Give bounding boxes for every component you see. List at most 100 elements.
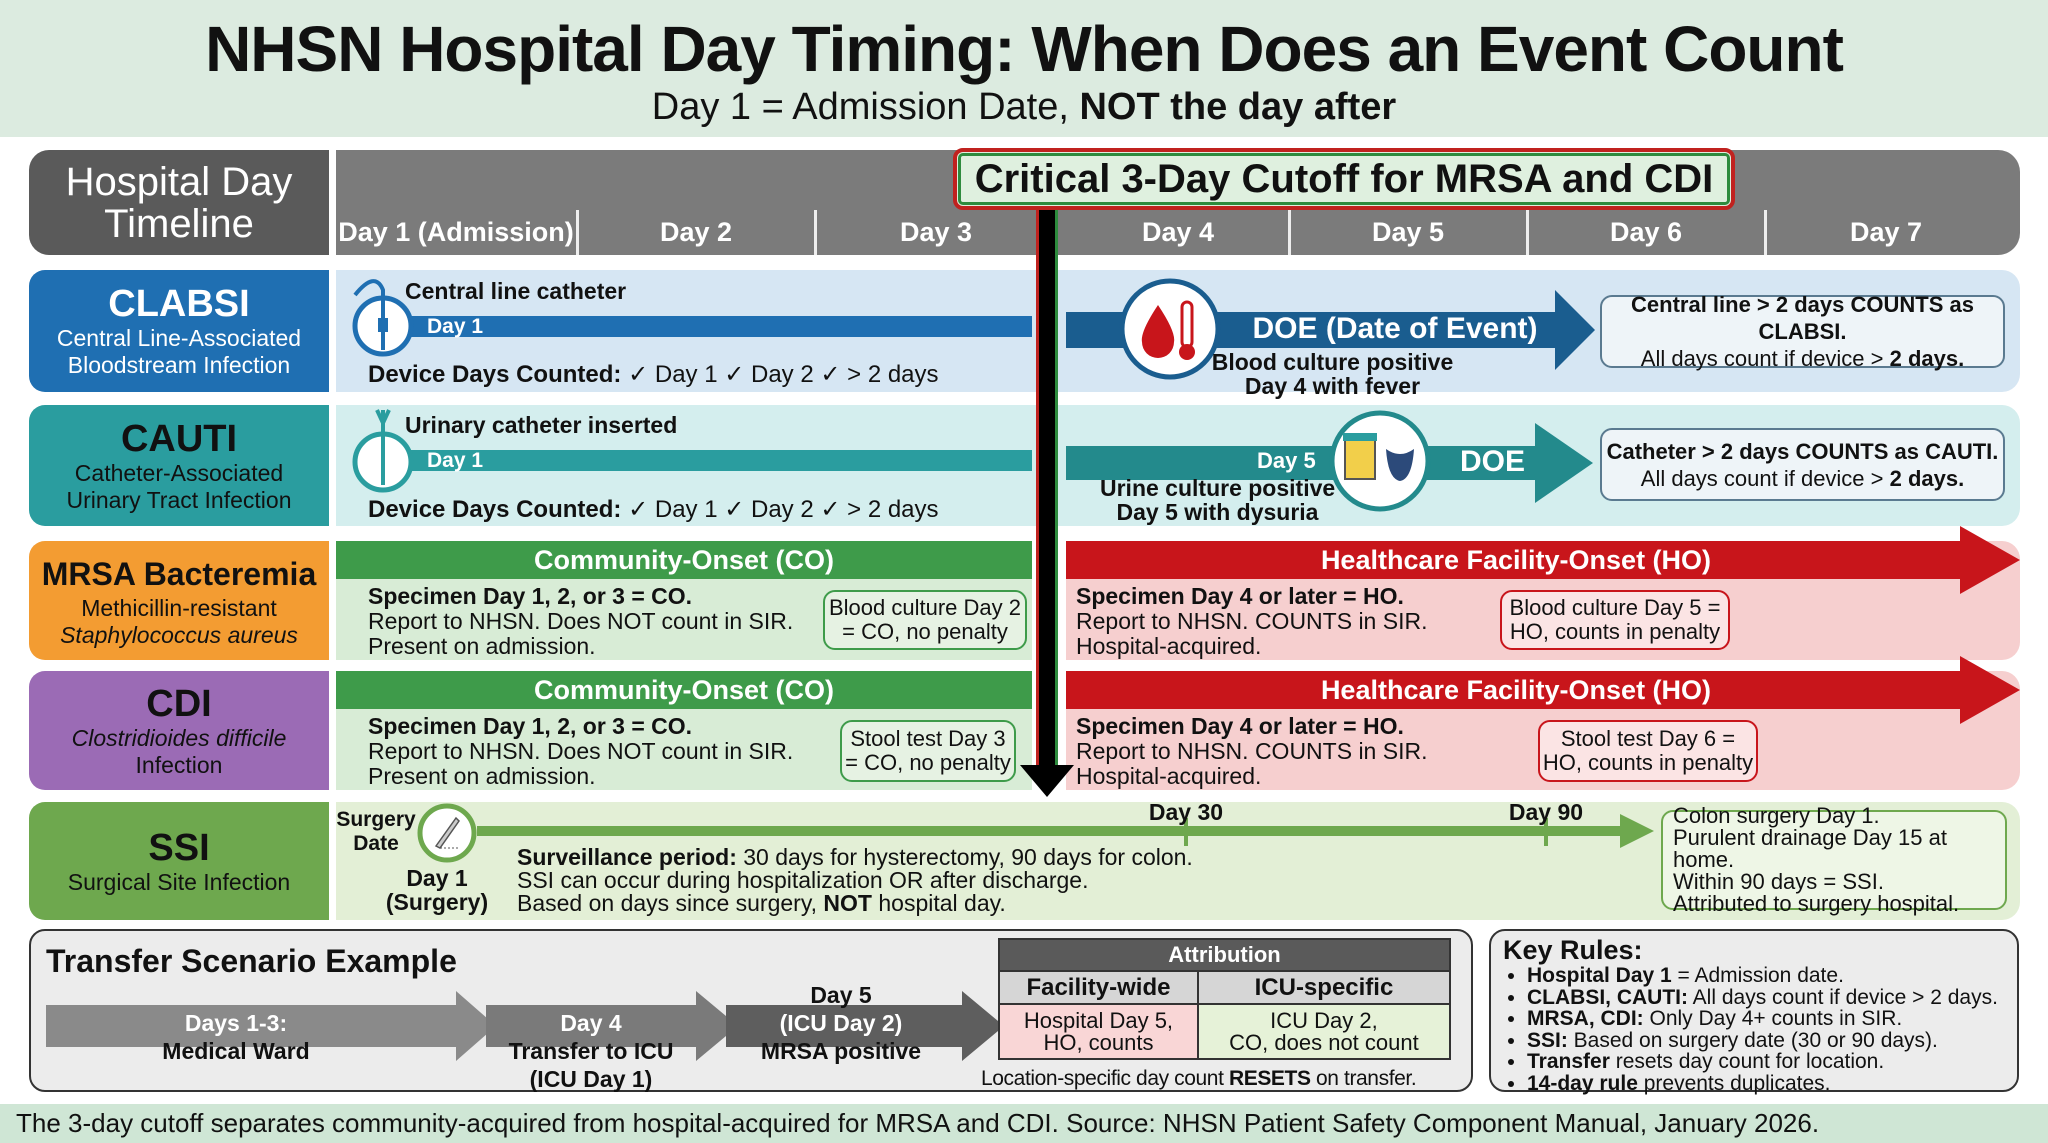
cauti-start-day: Day 1 (427, 449, 484, 472)
step-bottom: Medical Ward (162, 1038, 310, 1064)
day-column-3: Day 3 (899, 217, 973, 247)
text-line: Within 90 days = SSI. (1673, 869, 1884, 894)
mrsa-ho-example: Blood culture Day 5 = HO, counts in penal… (1500, 590, 1730, 650)
cdi-ho-example: Stool test Day 6 = HO, counts in penalty (1538, 720, 1758, 782)
text-line: Colon surgery Day 1. (1673, 803, 1880, 828)
cdi-label: CDI Clostridioides difficile Infection (29, 671, 329, 790)
mrsa-ho-arrowhead (1960, 526, 2020, 594)
step-bottom: (ICU Day 1) (529, 1066, 653, 1092)
rule-text: All days count if device > 2 days. (1688, 985, 1998, 1009)
scalpel-icon (417, 803, 477, 863)
ssi-surgery-date: Surgery Date (334, 808, 418, 856)
key-rule: CLABSI, CAUTI: All days count if device … (1527, 985, 1998, 1009)
text-line: Specimen Day 1, 2, or 3 = CO. (368, 713, 693, 739)
key-rule: SSI: Based on surgery date (30 or 90 day… (1527, 1029, 1998, 1052)
day-divider (1764, 210, 1767, 255)
rule-text: Only Day 4+ counts in SIR. (1643, 1007, 1903, 1030)
text-line: = CO, no penalty (842, 619, 1008, 644)
text-line: Blood culture Day 5 = (1509, 595, 1721, 620)
clabsi-start-day: Day 1 (427, 315, 484, 338)
subtitle-text: Day 1 = Admission Date, (651, 86, 1080, 128)
rule-plain: All days count if device > (1640, 465, 1890, 491)
table-cell-facility: Hospital Day 5, HO, counts (998, 1003, 1199, 1060)
text-line: CO, does not count (1229, 1029, 1419, 1055)
cutoff-arrowhead (1020, 765, 1074, 797)
rule-bold: Central line > 2 days COUNTS as CLABSI. (1631, 292, 1974, 344)
cdi-name: CDI (146, 682, 212, 725)
surveillance-label: Surveillance period: (517, 844, 737, 870)
text-line: = CO, no penalty (845, 750, 1011, 775)
device-days-value: ✓ Day 1 ✓ Day 2 ✓ > 2 days (628, 496, 939, 523)
rule-text: All days count if device > 2 days. (1602, 465, 2003, 492)
clabsi-device-days: Device Days Counted: ✓ Day 1 ✓ Day 2 ✓ >… (368, 362, 939, 387)
cauti-name: CAUTI (120, 417, 238, 460)
step-above: Day 5 (810, 982, 872, 1008)
text-line: Blood culture Day 2 (829, 595, 1021, 620)
cauti-doe-bar (1066, 446, 1536, 480)
mrsa-organism: Staphylococcus aureus (60, 621, 298, 648)
ssi-surveillance-line (477, 826, 1622, 836)
ssi-day90-label: Day 90 (1508, 799, 1584, 825)
cauti-label: CAUTI Catheter-Associated Urinary Tract … (29, 405, 329, 526)
key-rule: MRSA, CDI: Only Day 4+ counts in SIR. (1527, 1008, 1998, 1030)
transfer-arrow-2 (486, 991, 738, 1061)
transfer-step-1: Days 1-3: Medical Ward (86, 1009, 386, 1065)
rule-term: MRSA, CDI: (1527, 1007, 1644, 1030)
event-line: Day 5 with dysuria (1116, 499, 1319, 525)
cauti-device-label: Urinary catheter inserted (405, 412, 678, 438)
day-column-6: Day 6 (1609, 217, 1683, 247)
text-part: hospital day. (871, 890, 1006, 916)
rule-bold: Catheter > 2 days COUNTS as CAUTI. (1606, 438, 1999, 464)
transfer-title: Transfer Scenario Example (46, 943, 457, 979)
cauti-device-days: Device Days Counted: ✓ Day 1 ✓ Day 2 ✓ >… (368, 497, 939, 522)
footer-note: The 3-day cutoff separates community-acq… (0, 1104, 2048, 1143)
cauti-event: Urine culture positive Day 5 with dysuria (1100, 476, 1335, 524)
rule-term: CLABSI, CAUTI: (1527, 985, 1688, 1009)
mrsa-name: MRSA Bacteremia (41, 555, 317, 592)
day-column-5: Day 5 (1371, 217, 1445, 247)
clabsi-event: Blood culture positive Day 4 with fever (1200, 350, 1465, 398)
rule-term: 14-day rule (1527, 1071, 1638, 1095)
text-line: Report to NHSN. COUNTS in SIR. (1076, 608, 1428, 634)
critical-cutoff-label: Critical 3-Day Cutoff for MRSA and CDI (953, 148, 1735, 210)
text-line: (Surgery) (385, 889, 489, 915)
mrsa-ho-text: Specimen Day 4 or later = HO. Report to N… (1076, 584, 1427, 659)
key-rule: Hospital Day 1 = Admission date. (1527, 965, 1998, 987)
transfer-caption: Location-specific day count RESETS on tr… (981, 1067, 1417, 1091)
step-bottom: MRSA positive (760, 1038, 922, 1064)
title-band (0, 0, 2048, 137)
day-divider (576, 210, 579, 255)
text-line: Hospital Day 5, (1023, 1007, 1174, 1033)
day-column-7: Day 7 (1849, 217, 1923, 247)
cauti-device-bar (385, 450, 1032, 471)
blood-drop-thermometer-icon (1119, 278, 1221, 380)
transfer-step-2: Day 4 Transfer to ICU (ICU Day 1) (481, 1009, 701, 1093)
text-line: Report to NHSN. COUNTS in SIR. (1076, 738, 1428, 764)
text-line: Purulent drainage Day 15 at home. (1673, 825, 1947, 872)
cdi-co-text: Specimen Day 1, 2, or 3 = CO. Report to N… (368, 714, 793, 789)
transfer-arrow-1 (46, 991, 496, 1061)
rule-text: All days count if device > 2 days. (1602, 345, 2003, 372)
text-line: Report to NHSN. Does NOT count in SIR. (368, 738, 794, 764)
urinary-catheter-icon (352, 409, 414, 493)
cauti-event-day: Day 5 (1257, 448, 1316, 473)
text-line: Surgery (336, 808, 416, 831)
text-line: Present on admission. (368, 763, 596, 789)
clabsi-label: CLABSI Central Line-Associated Bloodstre… (29, 270, 329, 392)
text-line: Based on days since surgery, NOT hospita… (517, 892, 1193, 915)
step-bottom: Transfer to ICU (508, 1038, 674, 1064)
text-line: HO, counts (1043, 1029, 1154, 1055)
text-line: Specimen Day 1, 2, or 3 = CO. (368, 583, 693, 609)
cdi-co-example: Stool test Day 3 = CO, no penalty (840, 720, 1016, 782)
text-line: Day 1 (406, 865, 468, 891)
page-subtitle: Day 1 = Admission Date, NOT the day afte… (0, 86, 2048, 129)
day-divider (1288, 210, 1291, 255)
ssi-label: SSI Surgical Site Infection (29, 802, 329, 920)
mrsa-co-header: Community-Onset (CO) (336, 541, 1032, 579)
ssi-example-box: Colon surgery Day 1. Purulent drainage Da… (1661, 805, 2007, 915)
transfer-arrow-3 (726, 991, 1004, 1061)
key-rules-list: Hospital Day 1 = Admission date. CLABSI,… (1527, 965, 1998, 1094)
rule-text: prevents duplicates. (1637, 1071, 1831, 1095)
subtitle-emphasis: NOT the day after (1079, 86, 1397, 128)
day-column-1: Day 1 (Admission) (338, 217, 574, 247)
